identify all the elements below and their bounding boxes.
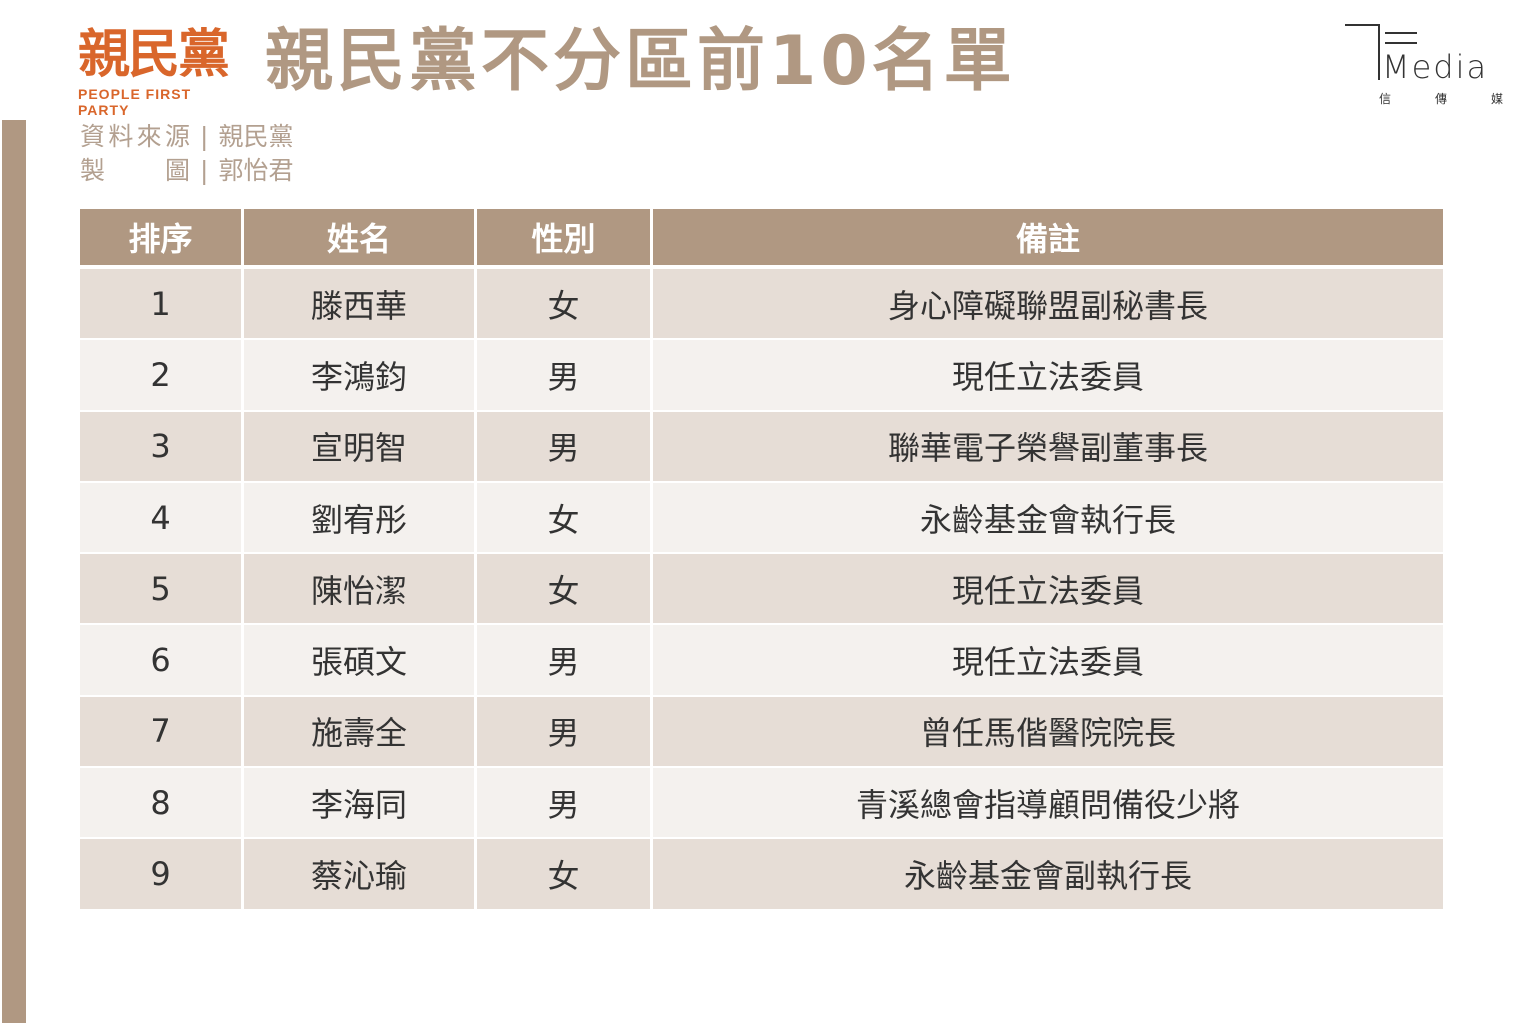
- cell-name: 施壽全: [244, 696, 477, 769]
- logo-word: Media: [1382, 48, 1489, 86]
- table-row: 6 張碩文男現任立法委員: [80, 625, 1443, 697]
- cell-notes: 現任立法委員: [653, 554, 1443, 626]
- table-row: 4 劉宥彤女永齡基金會執行長: [80, 482, 1443, 555]
- decorative-side-bar: [2, 120, 26, 1023]
- cell-name: 李海同: [244, 768, 477, 840]
- credit-label-char: 源: [164, 122, 190, 151]
- cell-rank: 9: [80, 839, 244, 911]
- page-title: 親民黨不分區前10名單: [265, 22, 1016, 101]
- cell-gender: 男: [477, 411, 653, 483]
- logo-sub-char: 媒: [1490, 92, 1503, 106]
- header-notes: 備註: [653, 209, 1443, 269]
- credit-label-char: 來: [136, 122, 162, 151]
- logo-english: PEOPLE FIRST PARTY: [78, 86, 192, 118]
- logo-subtitle: 信 傳 媒: [1379, 90, 1503, 107]
- cell-gender: 女: [477, 482, 653, 555]
- header-name: 姓名: [244, 209, 477, 269]
- table-row: 1 滕西華女身心障礙聯盟副秘書長: [80, 269, 1443, 341]
- cell-notes: 現任立法委員: [653, 625, 1443, 697]
- cmedia-logo: Media 信 傳 媒: [1345, 20, 1505, 110]
- table-row: 9 蔡沁瑜女永齡基金會副執行長: [80, 839, 1443, 911]
- cell-notes: 現任立法委員: [653, 340, 1443, 412]
- cell-notes: 聯華電子榮譽副董事長: [653, 411, 1443, 483]
- cell-gender: 男: [477, 340, 653, 412]
- cell-rank: 1: [80, 269, 244, 341]
- cell-gender: 女: [477, 839, 653, 911]
- cell-name: 劉宥彤: [244, 482, 477, 555]
- credit-label-char: 料: [108, 122, 134, 151]
- logo-sub-char: 信: [1379, 92, 1392, 106]
- cell-rank: 2: [80, 340, 244, 412]
- credit-source: 資料來源 | 親民黨: [80, 120, 293, 154]
- table-row: 8 李海同男青溪總會指導顧問備役少將: [80, 768, 1443, 840]
- cell-name: 陳怡潔: [244, 554, 477, 626]
- cell-name: 張碩文: [244, 625, 477, 697]
- cell-rank: 8: [80, 768, 244, 840]
- logo-sub-char: 傳: [1434, 92, 1447, 106]
- credit-designer: 製 圖 | 郭怡君: [80, 154, 293, 188]
- separator: |: [200, 122, 209, 151]
- cell-rank: 4: [80, 482, 244, 555]
- table-header: 排序 姓名 性別 備註: [80, 209, 1443, 269]
- cell-rank: 7: [80, 696, 244, 769]
- cell-gender: 女: [477, 269, 653, 341]
- credit-label-char: 圖: [164, 156, 190, 185]
- logo-chinese: 親民黨: [78, 24, 230, 85]
- credit-value: 親民黨: [218, 122, 294, 151]
- credit-value: 郭怡君: [218, 156, 294, 185]
- table-row: 7 施壽全男曾任馬偕醫院院長: [80, 696, 1443, 769]
- separator: |: [200, 156, 209, 185]
- cell-notes: 永齡基金會執行長: [653, 482, 1443, 555]
- credit-label-char: 製: [80, 156, 106, 185]
- header-rank: 排序: [80, 209, 244, 269]
- cell-gender: 男: [477, 625, 653, 697]
- cell-gender: 女: [477, 554, 653, 626]
- header-gender: 性別: [477, 209, 653, 269]
- credit-label-char: 資: [80, 122, 106, 151]
- cell-rank: 5: [80, 554, 244, 626]
- cell-notes: 曾任馬偕醫院院長: [653, 696, 1443, 769]
- cell-name: 宣明智: [244, 411, 477, 483]
- people-first-party-logo: 親民黨 PEOPLE FIRST PARTY: [78, 24, 244, 119]
- cell-name: 滕西華: [244, 269, 477, 341]
- cell-rank: 6: [80, 625, 244, 697]
- cell-gender: 男: [477, 696, 653, 769]
- credits: 資料來源 | 親民黨 製 圖 | 郭怡君: [80, 120, 293, 188]
- cell-notes: 永齡基金會副執行長: [653, 839, 1443, 911]
- cell-gender: 男: [477, 768, 653, 840]
- cell-name: 李鴻鈞: [244, 340, 477, 412]
- logo-mark: [1345, 24, 1380, 80]
- logo-lines: [1385, 32, 1417, 44]
- table-row: 5 陳怡潔女現任立法委員: [80, 554, 1443, 626]
- cell-rank: 3: [80, 411, 244, 483]
- cell-notes: 青溪總會指導顧問備役少將: [653, 768, 1443, 840]
- cell-name: 蔡沁瑜: [244, 839, 477, 911]
- table-row: 3 宣明智男聯華電子榮譽副董事長: [80, 411, 1443, 483]
- table-row: 2 李鴻鈞男現任立法委員: [80, 340, 1443, 412]
- cell-notes: 身心障礙聯盟副秘書長: [653, 269, 1443, 341]
- candidate-table: 排序 姓名 性別 備註 1 滕西華女身心障礙聯盟副秘書長 2 李鴻鈞男現任立法委員 3 宣明智男…: [80, 209, 1443, 911]
